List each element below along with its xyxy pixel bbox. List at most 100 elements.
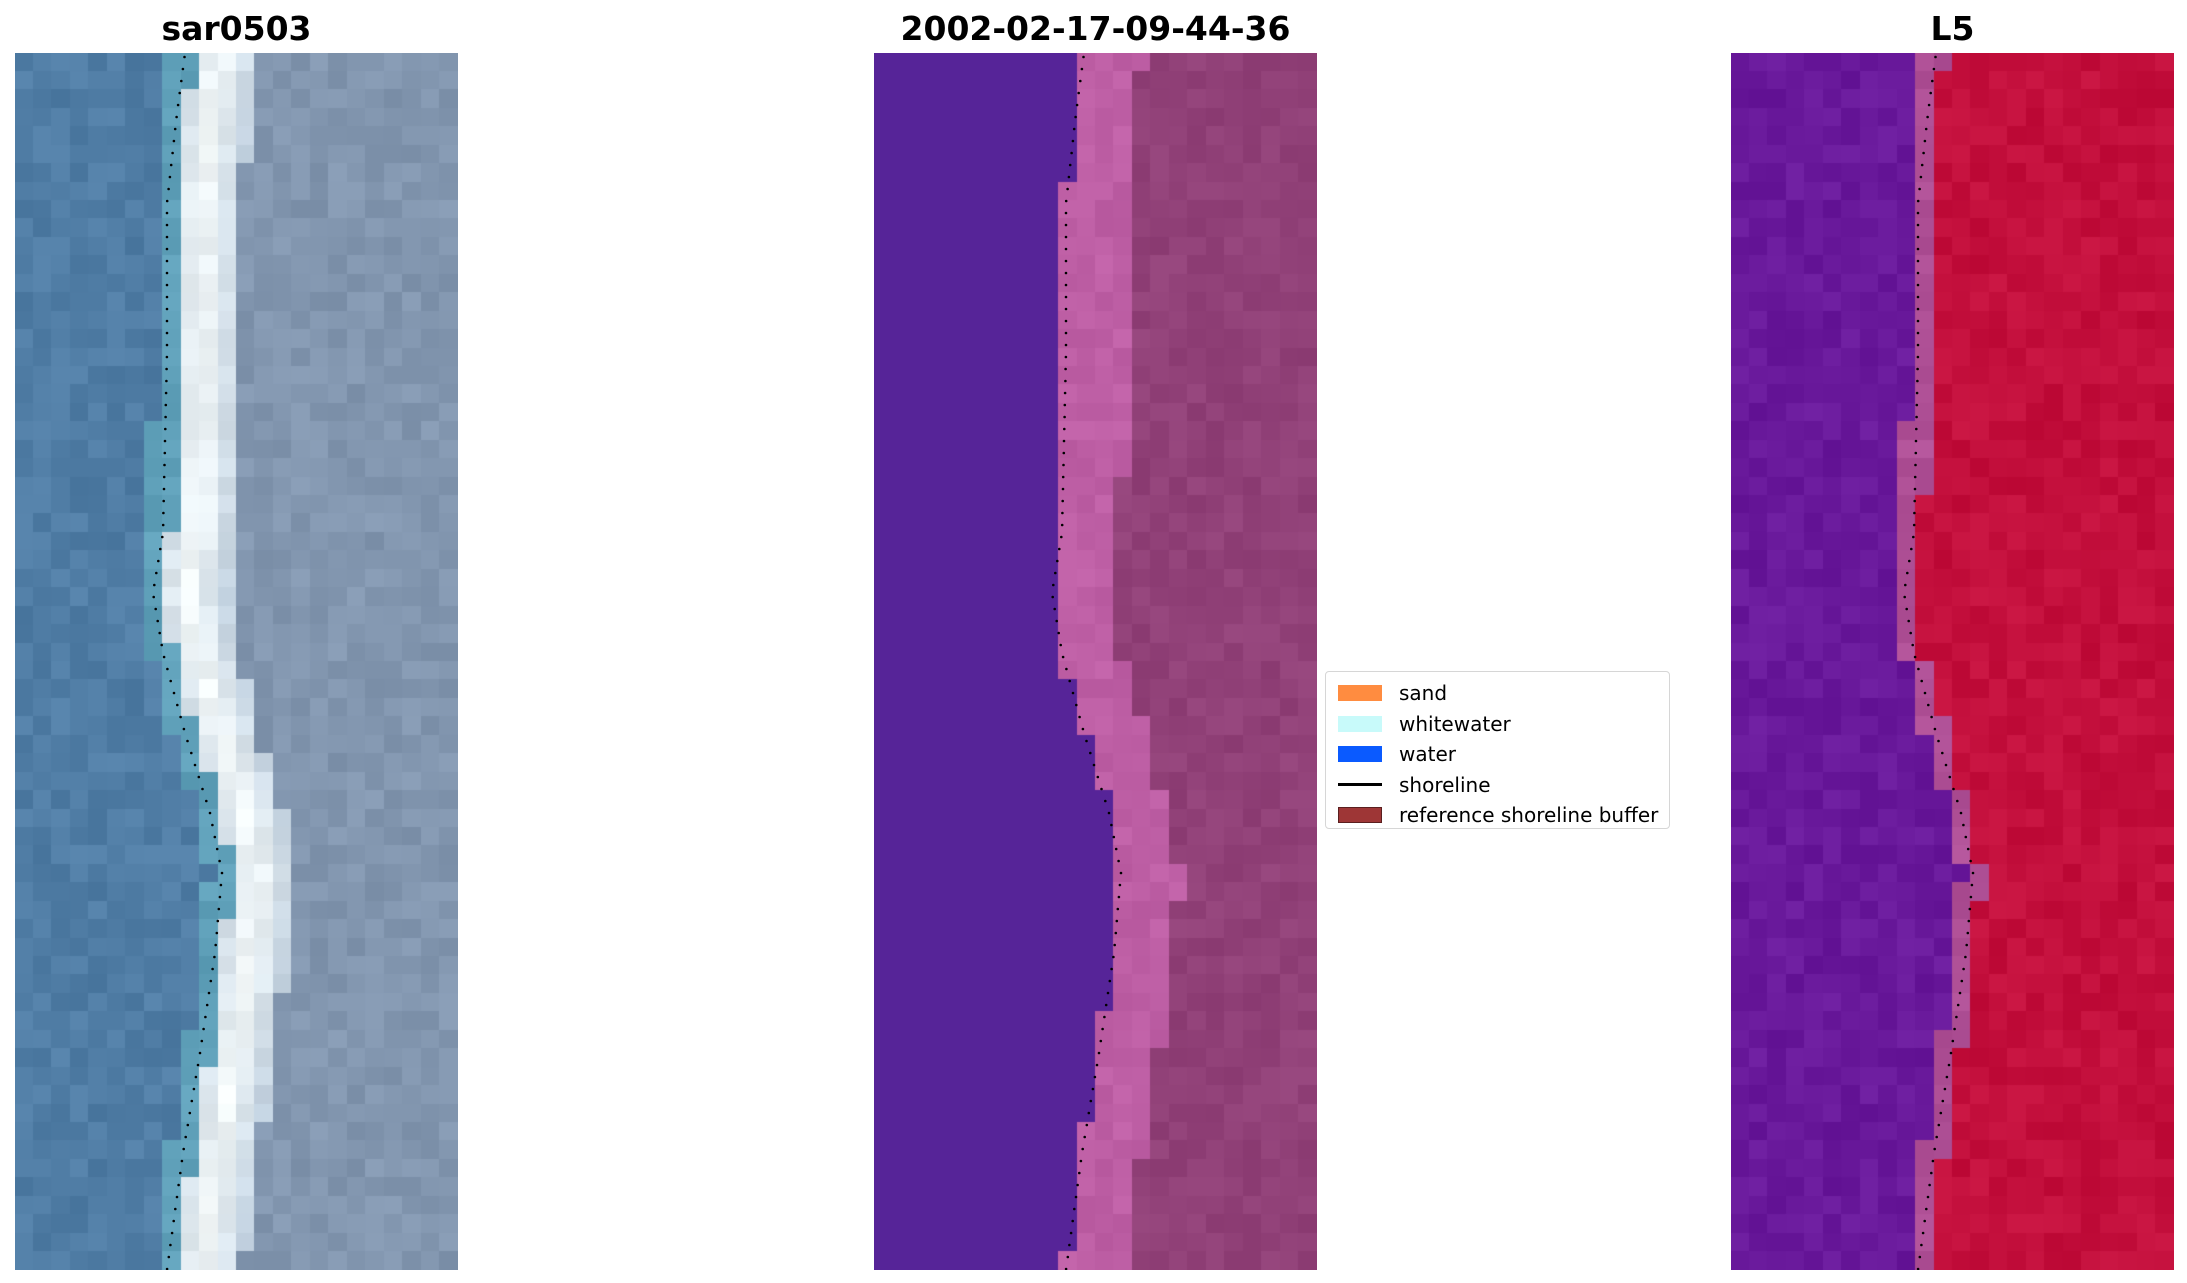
- shoreline-point: [1064, 379, 1067, 383]
- shoreline-point: [1104, 799, 1107, 803]
- shoreline-point: [1920, 1243, 1923, 1247]
- shoreline-point: [1114, 931, 1118, 935]
- legend: sand whitewater water shoreline referenc…: [1325, 671, 1670, 829]
- shoreline-point: [1066, 187, 1069, 191]
- shoreline-point: [1969, 895, 1973, 899]
- shoreline-point: [1070, 151, 1073, 155]
- shoreline-point: [1925, 1207, 1928, 1211]
- legend-label: sand: [1399, 681, 1448, 706]
- shoreline-point: [1085, 1123, 1089, 1127]
- shoreline-point: [1072, 127, 1076, 131]
- shoreline-point: [169, 163, 173, 167]
- shoreline-point: [1907, 619, 1910, 623]
- shoreline-point: [1964, 835, 1968, 839]
- shoreline-point: [174, 1207, 177, 1211]
- shoreline-point: [1064, 259, 1068, 263]
- shoreline-point: [1945, 1075, 1949, 1079]
- shoreline-point: [1057, 631, 1060, 635]
- shoreline-point: [194, 1075, 198, 1079]
- shoreline-point: [1923, 691, 1927, 695]
- shoreline-point: [1078, 1171, 1081, 1175]
- shoreline-point: [1905, 607, 1908, 611]
- shoreline-point: [213, 835, 217, 839]
- shoreline-point: [211, 823, 214, 827]
- shoreline-point: [1063, 403, 1067, 407]
- shoreline-point: [1089, 1099, 1093, 1103]
- shoreline-point: [1053, 607, 1056, 611]
- shoreline-point: [1943, 1087, 1947, 1091]
- shoreline-point: [216, 919, 220, 923]
- shoreline-point: [1117, 859, 1120, 863]
- shoreline-point: [1074, 1195, 1078, 1199]
- shoreline-point: [1930, 1171, 1933, 1175]
- shoreline-point: [1089, 751, 1092, 755]
- legend-item-whitewater: whitewater: [1332, 709, 1669, 740]
- shoreline-point: [1069, 1231, 1073, 1235]
- shoreline-point: [1916, 331, 1920, 335]
- shoreline-point: [1923, 1219, 1926, 1223]
- shoreline-point: [1064, 307, 1068, 311]
- shoreline-point: [159, 547, 162, 551]
- shoreline-point: [1073, 1207, 1076, 1211]
- panel-3-title: L5: [1930, 9, 1975, 48]
- legend-label: water: [1399, 742, 1456, 767]
- shoreline-point: [1944, 763, 1948, 767]
- shoreline-point: [213, 955, 216, 959]
- shoreline-point: [1916, 1267, 1920, 1270]
- shoreline-point: [165, 331, 169, 335]
- shoreline-point: [1916, 307, 1920, 311]
- shoreline-point: [188, 1111, 192, 1115]
- shoreline-point: [165, 355, 169, 359]
- shoreline-point: [165, 271, 169, 275]
- shoreline-point: [197, 775, 201, 779]
- shoreline-point: [1078, 715, 1081, 719]
- shoreline-point: [165, 247, 169, 251]
- legend-item-sand: sand: [1332, 678, 1669, 709]
- shoreline-point: [1941, 1099, 1945, 1103]
- shoreline-point: [1117, 895, 1121, 899]
- shoreline-point: [183, 55, 186, 59]
- shoreline-point: [1968, 907, 1972, 911]
- shoreline-point: [190, 1099, 194, 1103]
- panel-2-image: [874, 53, 1317, 1270]
- shoreline-point: [182, 1147, 185, 1151]
- shoreline-point: [1067, 175, 1071, 179]
- shoreline-point: [1062, 451, 1066, 455]
- shoreline-point: [1060, 523, 1064, 527]
- legend-item-shoreline: shoreline: [1332, 770, 1669, 801]
- legend-label: whitewater: [1399, 711, 1511, 736]
- whitewater-swatch: [1338, 715, 1382, 732]
- shoreline-point: [1916, 247, 1920, 251]
- shoreline-point: [1052, 583, 1055, 587]
- shoreline-point: [1064, 295, 1068, 299]
- shoreline-point: [205, 799, 208, 803]
- shoreline-point: [167, 1255, 171, 1259]
- shoreline-point: [166, 667, 169, 671]
- shoreline-point: [1093, 1075, 1097, 1079]
- shoreline-point: [1107, 811, 1111, 815]
- shoreline-point: [165, 259, 169, 263]
- shoreline-point: [1953, 1027, 1956, 1031]
- shoreline-point: [172, 139, 176, 143]
- shoreline-point: [165, 223, 169, 227]
- shoreline-point: [165, 283, 169, 287]
- shoreline-point: [1054, 571, 1057, 575]
- shoreline-point: [1916, 211, 1920, 215]
- shoreline-point: [1913, 487, 1917, 491]
- shoreline-point: [1118, 883, 1122, 887]
- shoreline-point: [1112, 955, 1115, 959]
- shoreline-point: [165, 295, 169, 299]
- shoreline-point: [1064, 331, 1068, 335]
- shoreline-point: [1956, 799, 1959, 803]
- shoreline-point: [211, 967, 214, 971]
- shoreline-point: [215, 931, 219, 935]
- shoreline-point: [1106, 991, 1110, 995]
- shoreline-point: [1915, 427, 1918, 431]
- shoreline-point: [1108, 979, 1112, 983]
- shoreline-point: [1119, 871, 1123, 875]
- shoreline-point: [204, 1015, 207, 1019]
- shoreline-point: [1056, 559, 1059, 563]
- shoreline-point: [1055, 619, 1058, 623]
- shoreline-point: [186, 739, 189, 743]
- shoreline-point: [1916, 343, 1920, 347]
